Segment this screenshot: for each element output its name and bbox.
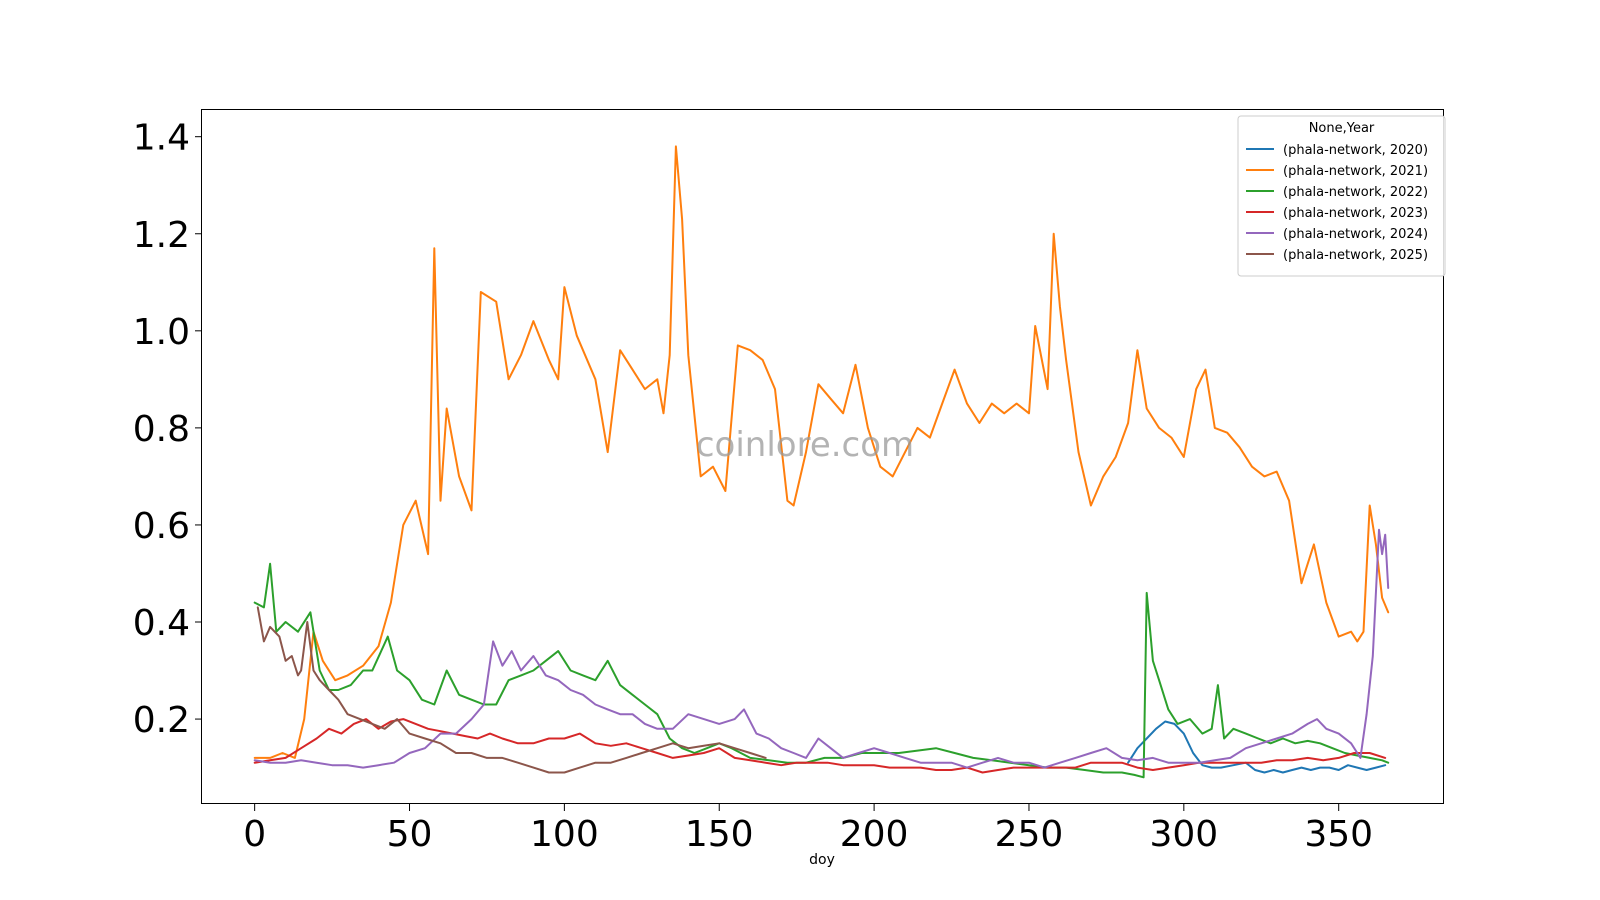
y-tick-label: 1.0 [133,312,190,353]
legend-title: None,Year [1309,121,1375,136]
legend-label-5: (phala-network, 2025) [1283,248,1428,263]
x-tick-label: 50 [387,814,433,855]
series-line-0 [1127,720,1387,774]
series-lines [253,145,1390,779]
legend-label-0: (phala-network, 2020) [1283,143,1428,158]
y-tick-label: 0.6 [133,506,190,547]
y-tick-label: 0.2 [133,700,190,741]
x-axis-label: doy [809,852,835,868]
x-tick-label: 200 [840,814,909,855]
y-tick-label: 1.4 [133,118,190,159]
x-tick-label: 350 [1304,814,1373,855]
x-tick-label: 150 [685,814,754,855]
y-tick-label: 0.4 [133,603,190,644]
legend-label-3: (phala-network, 2023) [1283,206,1428,221]
legend-label-1: (phala-network, 2021) [1283,164,1428,179]
x-axis: 0 50 100 150 200 250 300 350 [243,804,1373,855]
legend-box [1237,115,1446,277]
series-line-1 [253,145,1390,759]
y-axis: 0.2 0.4 0.6 0.8 1.0 1.2 1.4 [133,118,202,741]
plot-frame [201,109,1444,804]
x-tick-label: 100 [530,814,599,855]
series-line-4 [253,528,1390,769]
watermark: coinlore.com [696,425,914,465]
series-line-5 [256,606,767,774]
series-line-3 [253,718,1387,774]
series-line-2 [253,562,1390,779]
y-tick-label: 1.2 [133,215,190,256]
legend-label-2: (phala-network, 2022) [1283,185,1428,200]
legend: None,Year (phala-network, 2020) (phala-net… [1237,115,1446,277]
x-tick-label: 300 [1149,814,1218,855]
x-tick-label: 250 [995,814,1064,855]
x-tick-label: 0 [243,814,266,855]
legend-label-4: (phala-network, 2024) [1283,227,1428,242]
y-tick-label: 0.8 [133,409,190,450]
